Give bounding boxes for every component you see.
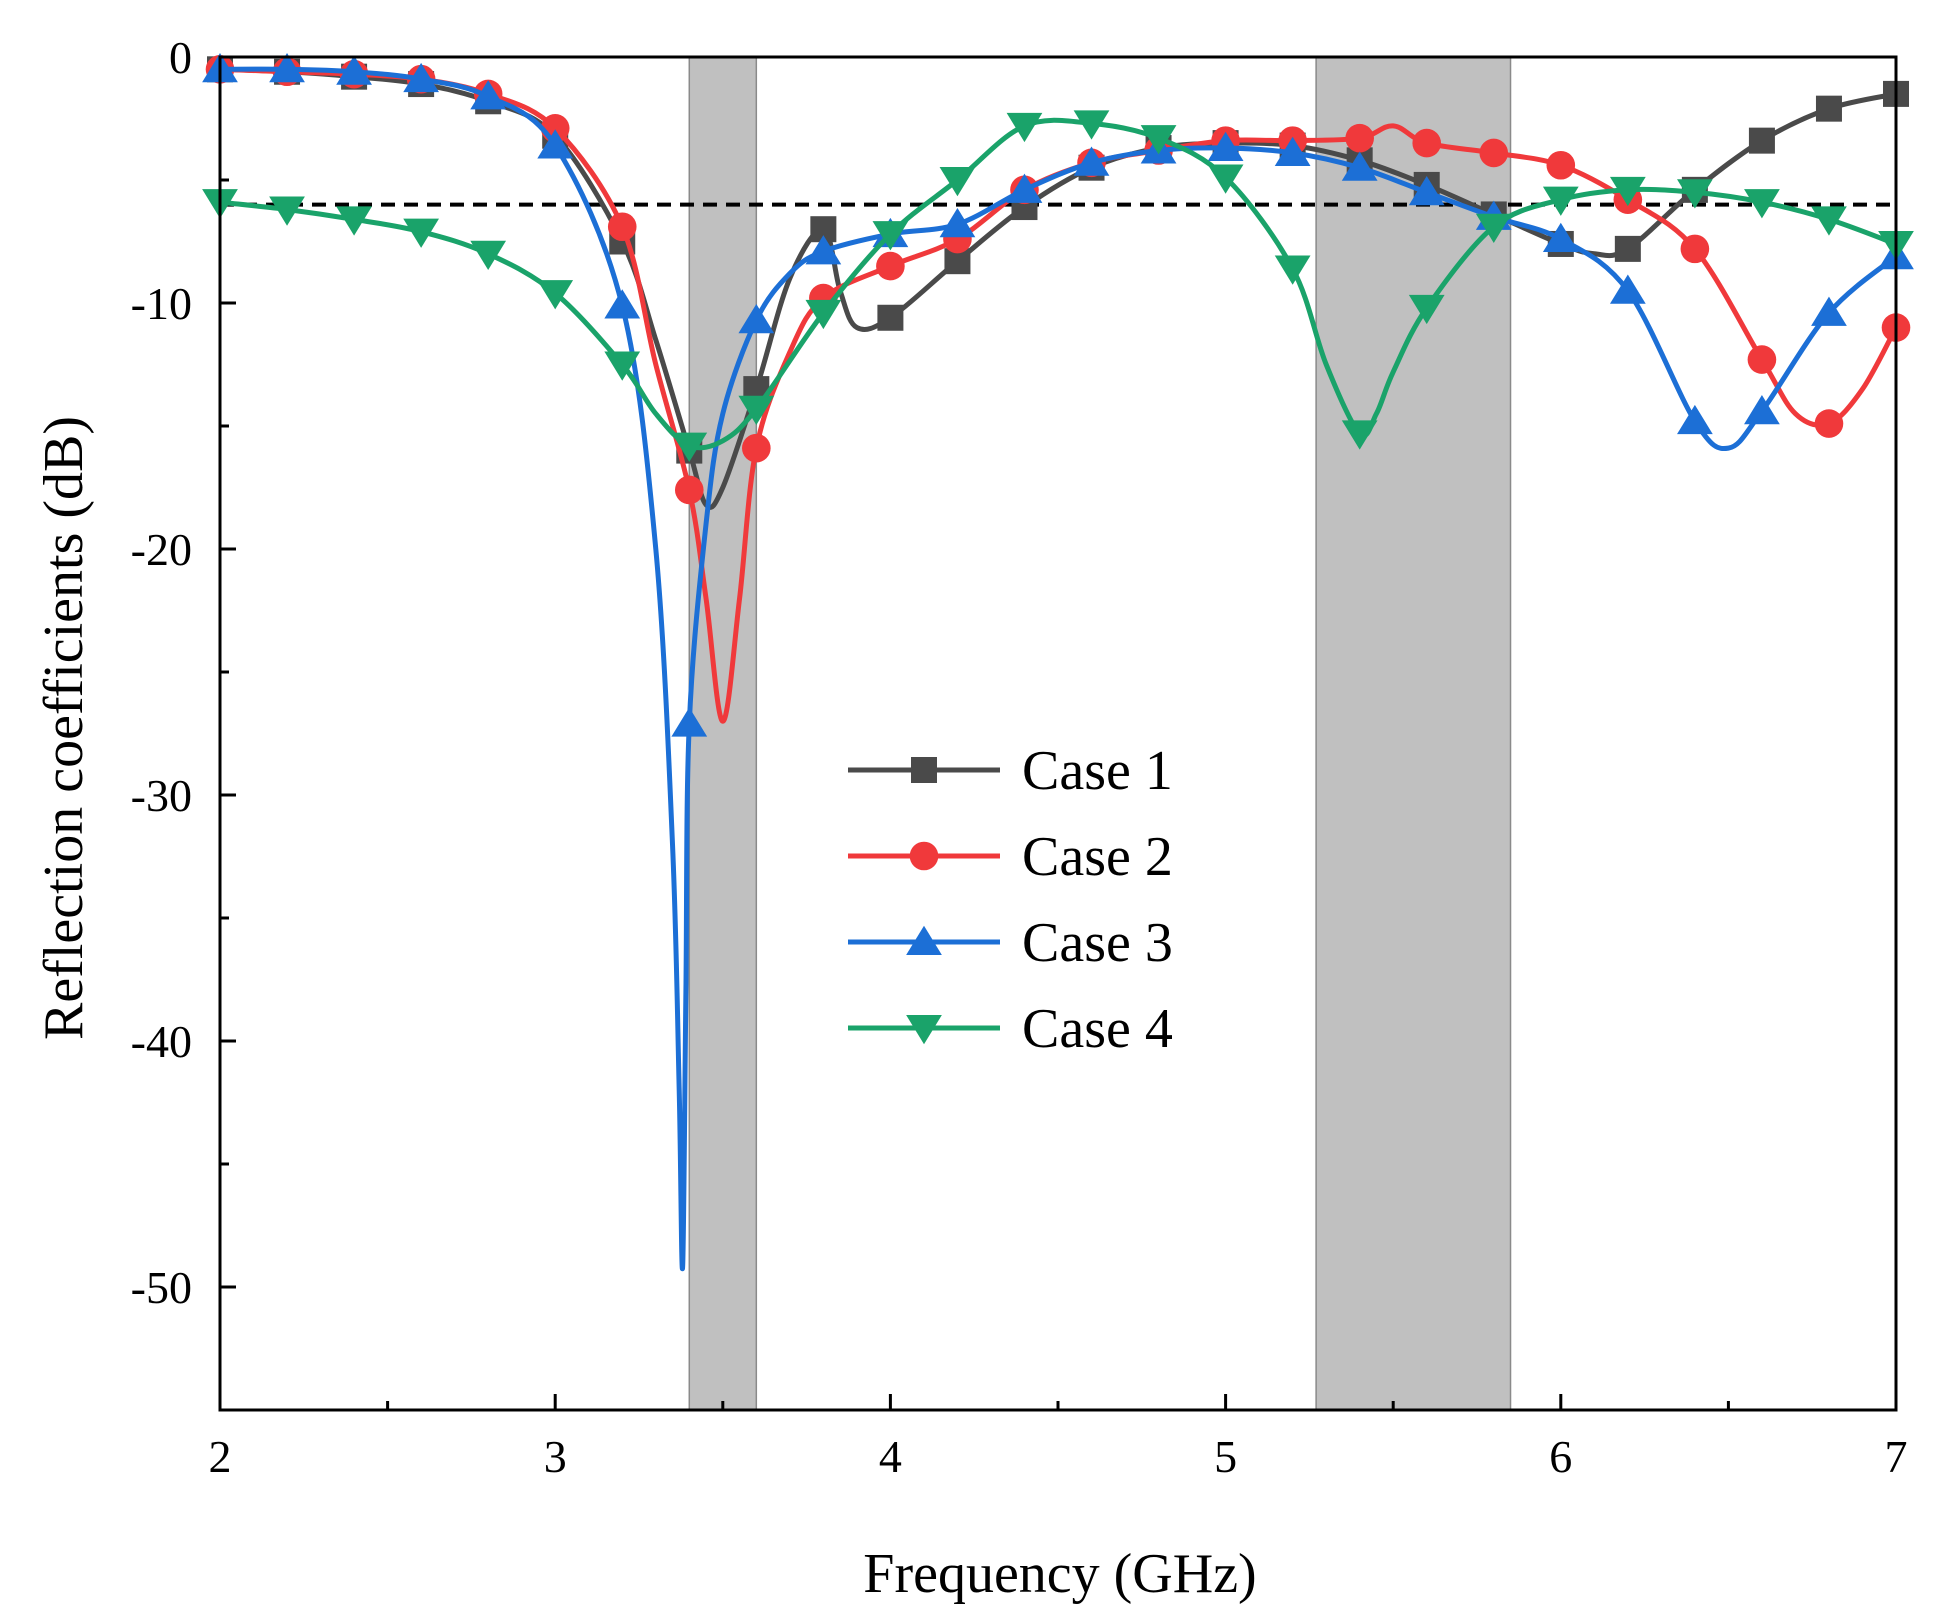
series-case-4 [202, 110, 1914, 462]
data-point-case-3 [1542, 222, 1579, 253]
series-case-3 [202, 53, 1914, 1272]
data-point-case-3 [1744, 394, 1780, 425]
data-point-case-3 [1677, 404, 1713, 435]
data-point-case-4 [1006, 112, 1043, 143]
data-point-case-1 [1815, 95, 1842, 122]
series-line-case-2 [217, 66, 1899, 724]
data-point-case-4 [604, 351, 641, 381]
data-point-case-3 [939, 208, 976, 238]
legend: Case 1 Case 2 Case 3 Case 4 [848, 740, 1173, 1060]
x-tick-label: 2 [209, 1431, 232, 1482]
data-point-case-4 [336, 206, 372, 236]
legend-label: Case 2 [1022, 826, 1173, 888]
data-point-case-4 [403, 218, 439, 248]
data-point-case-3 [269, 53, 305, 83]
y-tick-label: -50 [131, 1262, 192, 1313]
data-point-case-1 [1748, 127, 1775, 154]
data-point-case-2 [674, 475, 704, 505]
data-point-case-4 [1475, 213, 1512, 243]
data-point-case-4 [1542, 186, 1579, 216]
y-tick-label: -10 [131, 278, 192, 329]
x-axis-title: Frequency (GHz) [863, 1543, 1256, 1605]
data-point-case-4 [805, 299, 842, 330]
x-tick-label: 4 [879, 1431, 902, 1482]
legend-item-case-2: Case 2 [848, 826, 1173, 888]
data-point-case-1 [877, 304, 904, 331]
data-point-case-4 [269, 196, 305, 226]
data-point-case-3 [1341, 151, 1378, 181]
data-point-case-4 [1073, 110, 1110, 140]
legend-item-case-4: Case 4 [848, 998, 1173, 1060]
legend-label: Case 1 [1022, 740, 1173, 802]
data-point-case-2 [1479, 138, 1509, 168]
data-point-case-4 [939, 167, 976, 197]
legend-label: Case 4 [1022, 998, 1173, 1060]
shaded-band-2 [1315, 56, 1512, 1411]
y-tick-label: -20 [131, 524, 192, 575]
data-point-case-4 [1140, 125, 1177, 155]
x-tick-label: 3 [544, 1431, 567, 1482]
data-point-case-3 [1274, 136, 1311, 166]
data-point-case-4 [1677, 179, 1713, 209]
data-point-case-4 [1744, 189, 1780, 219]
legend-marker [906, 925, 942, 955]
series-group [202, 53, 1914, 1272]
data-point-case-2 [1345, 123, 1374, 153]
data-point-case-4 [1274, 255, 1311, 285]
data-point-case-3 [738, 303, 775, 334]
data-point-case-3 [1073, 146, 1110, 176]
data-point-case-2 [742, 433, 771, 463]
data-point-case-4 [671, 432, 708, 462]
data-point-case-4 [537, 280, 574, 310]
data-point-case-2 [1680, 234, 1710, 264]
y-tick-label: -40 [131, 1016, 192, 1067]
legend-item-case-1: Case 1 [848, 740, 1173, 802]
data-point-case-3 [1811, 296, 1847, 326]
legend-item-case-3: Case 3 [848, 912, 1173, 974]
x-tick-label: 6 [1549, 1431, 1572, 1482]
y-tick-label: -30 [131, 770, 192, 821]
data-point-case-2 [1412, 128, 1442, 158]
data-point-case-4 [470, 240, 507, 271]
data-point-case-4 [1207, 164, 1244, 194]
data-point-case-2 [1546, 150, 1576, 180]
data-point-case-3 [1408, 176, 1445, 206]
data-point-case-2 [607, 212, 637, 242]
axis-ticks-group: 2 3 4 5 6 7 0 -10 -20 -30 -40 -50 [131, 32, 1908, 1482]
data-point-case-3 [1006, 173, 1043, 203]
x-tick-label: 7 [1885, 1431, 1908, 1482]
data-point-case-4 [738, 395, 775, 426]
data-point-case-3 [805, 235, 842, 265]
legend-label: Case 3 [1022, 912, 1173, 974]
y-tick-label: 0 [169, 32, 192, 83]
data-point-case-4 [1811, 206, 1847, 236]
data-point-case-1 [1614, 235, 1641, 262]
data-point-case-3 [336, 55, 372, 85]
legend-marker [909, 841, 939, 871]
legend-marker [906, 1015, 942, 1045]
data-point-case-3 [1609, 274, 1646, 304]
data-point-case-3 [1207, 131, 1244, 162]
legend-marker [911, 757, 937, 783]
y-axis-title: Reflection coefficients (dB) [33, 416, 95, 1040]
data-point-case-2 [876, 251, 905, 281]
data-point-case-3 [470, 80, 507, 110]
data-point-case-3 [671, 707, 708, 737]
data-point-case-3 [537, 129, 574, 159]
data-point-case-4 [1609, 176, 1646, 207]
data-point-case-4 [872, 221, 909, 251]
data-point-case-2 [1747, 345, 1777, 374]
data-point-case-4 [1408, 294, 1445, 325]
x-tick-label: 5 [1214, 1431, 1237, 1482]
data-point-case-2 [1814, 409, 1844, 438]
data-point-case-3 [403, 62, 439, 93]
data-point-case-3 [604, 289, 641, 319]
data-point-case-4 [1341, 420, 1378, 450]
